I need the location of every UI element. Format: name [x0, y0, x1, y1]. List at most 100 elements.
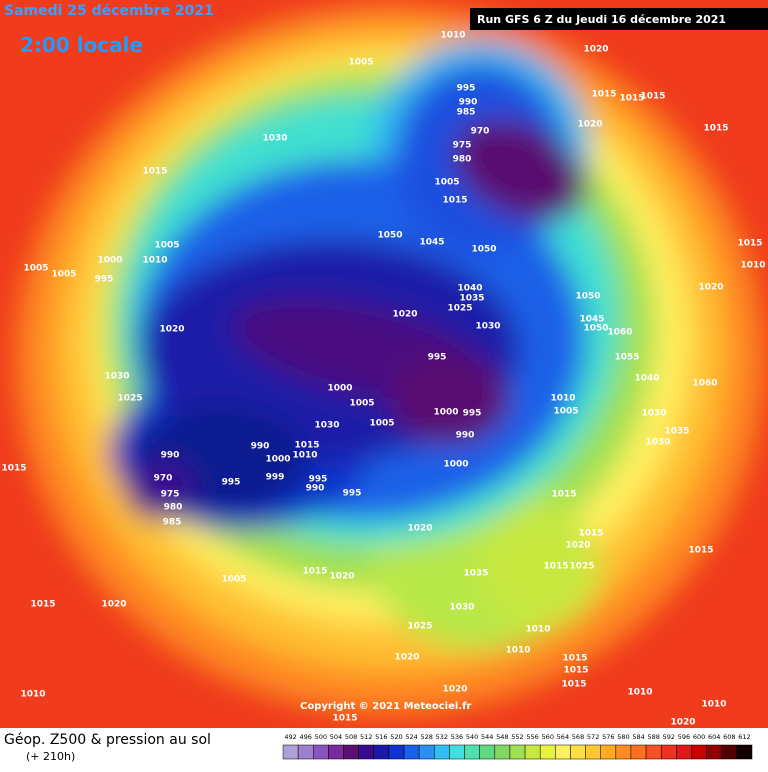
- pressure-label: 1060: [607, 328, 632, 338]
- footer-lead: (+ 210h): [26, 750, 75, 763]
- pressure-label: 1035: [459, 294, 484, 304]
- pressure-label: 1015: [703, 124, 728, 134]
- legend-label: 504: [330, 733, 342, 741]
- pressure-label: 1010: [627, 688, 652, 698]
- pressure-label: 1030: [104, 372, 129, 382]
- legend-label: 596: [678, 733, 690, 741]
- pressure-label: 1015: [551, 490, 576, 500]
- pressure-label: 1000: [433, 408, 458, 418]
- pressure-label: 970: [154, 474, 173, 484]
- pressure-label: 990: [456, 431, 475, 441]
- pressure-label: 1045: [419, 238, 444, 248]
- pressure-label: 1020: [101, 600, 126, 610]
- pressure-label: 970: [471, 127, 490, 137]
- pressure-label: 985: [457, 108, 476, 118]
- pressure-label: 1030: [645, 438, 670, 448]
- pressure-label: 1010: [20, 690, 45, 700]
- legend-label: 556: [526, 733, 538, 741]
- pressure-label: 1015: [332, 714, 357, 724]
- pressure-label: 1015: [591, 90, 616, 100]
- pressure-label: 1020: [583, 45, 608, 55]
- pressure-label: 1010: [525, 625, 550, 635]
- legend-swatch: [509, 744, 526, 760]
- pressure-label: 985: [163, 518, 182, 528]
- pressure-label: 1015: [30, 600, 55, 610]
- pressure-label: 1015: [737, 239, 762, 249]
- legend-label: 564: [557, 733, 569, 741]
- pressure-label: 980: [164, 503, 183, 513]
- legend-label: 608: [723, 733, 735, 741]
- pressure-label: 1025: [447, 304, 472, 314]
- pressure-label: 1045: [579, 315, 604, 325]
- pressure-label: 1025: [117, 394, 142, 404]
- legend-swatch: [479, 744, 496, 760]
- copyright: Copyright © 2021 Meteociel.fr: [300, 701, 471, 712]
- legend-label: 600: [693, 733, 705, 741]
- legend-swatch: [645, 744, 662, 760]
- pressure-label: 995: [309, 475, 328, 485]
- pressure-label: 1010: [550, 394, 575, 404]
- legend-label: 576: [602, 733, 614, 741]
- legend-label: 548: [496, 733, 508, 741]
- pressure-label: 990: [161, 451, 180, 461]
- legend-swatch: [297, 744, 314, 760]
- pressure-label: 1030: [449, 603, 474, 613]
- pressure-label: 1015: [294, 441, 319, 451]
- pressure-label: 1015: [688, 546, 713, 556]
- footer-title: Géop. Z500 & pression au sol: [4, 732, 211, 748]
- pressure-label: 1015: [563, 666, 588, 676]
- pressure-label: 995: [457, 84, 476, 94]
- pressure-label: 1020: [407, 524, 432, 534]
- pressure-label: 1010: [440, 31, 465, 41]
- legend-label: 520: [390, 733, 402, 741]
- pressure-label: 1020: [159, 325, 184, 335]
- pressure-label: 1030: [475, 322, 500, 332]
- run-label: Run GFS 6 Z du Jeudi 16 décembre 2021: [477, 13, 726, 26]
- pressure-label: 1050: [377, 231, 402, 241]
- pressure-label: 1030: [314, 421, 339, 431]
- pressure-label: 995: [463, 409, 482, 419]
- legend-label: 552: [511, 733, 523, 741]
- legend-swatch: [449, 744, 465, 760]
- legend-swatch: [358, 744, 375, 760]
- pressure-label: 975: [453, 141, 472, 151]
- legend-swatch: [630, 744, 647, 760]
- pressure-label: 1005: [154, 241, 179, 251]
- legend-label: 592: [663, 733, 675, 741]
- pressure-label: 1005: [51, 270, 76, 280]
- pressure-label: 1020: [577, 120, 602, 130]
- legend-swatch: [615, 744, 632, 760]
- legend-swatch: [706, 744, 722, 760]
- pressure-label: 1005: [553, 407, 578, 417]
- pressure-label: 990: [459, 98, 478, 108]
- pressure-label: 1050: [471, 245, 496, 255]
- pressure-label: 1050: [575, 292, 600, 302]
- legend-swatch: [736, 744, 753, 760]
- color-legend: 492 496 500 504 508 512 516 520 524 528 532 536 540 5…: [282, 733, 753, 760]
- pressure-label: 1000: [265, 455, 290, 465]
- pressure-label: 1020: [670, 718, 695, 728]
- legend-label: 584: [632, 733, 644, 741]
- pressure-label: 1015: [619, 94, 644, 104]
- pressure-label: 995: [222, 478, 241, 488]
- pressure-label: 1015: [562, 654, 587, 664]
- pressure-label: 999: [266, 473, 285, 483]
- pressure-label: 1005: [348, 58, 373, 68]
- pressure-label: 1010: [142, 256, 167, 266]
- legend-label: 612: [738, 733, 750, 741]
- legend-label: 492: [284, 733, 296, 741]
- legend-swatch: [691, 744, 707, 760]
- legend-swatch: [418, 744, 435, 760]
- legend-label: 528: [421, 733, 433, 741]
- legend-swatch: [524, 744, 541, 760]
- pressure-label: 1015: [1, 464, 26, 474]
- pressure-label: 990: [306, 484, 325, 494]
- pressure-label: 1015: [142, 167, 167, 177]
- legend-label: 580: [617, 733, 629, 741]
- pressure-label: 1030: [262, 134, 287, 144]
- pressure-label: 1015: [578, 529, 603, 539]
- legend-swatch: [403, 744, 420, 760]
- legend-swatch: [343, 744, 359, 760]
- legend-label: 512: [360, 733, 372, 741]
